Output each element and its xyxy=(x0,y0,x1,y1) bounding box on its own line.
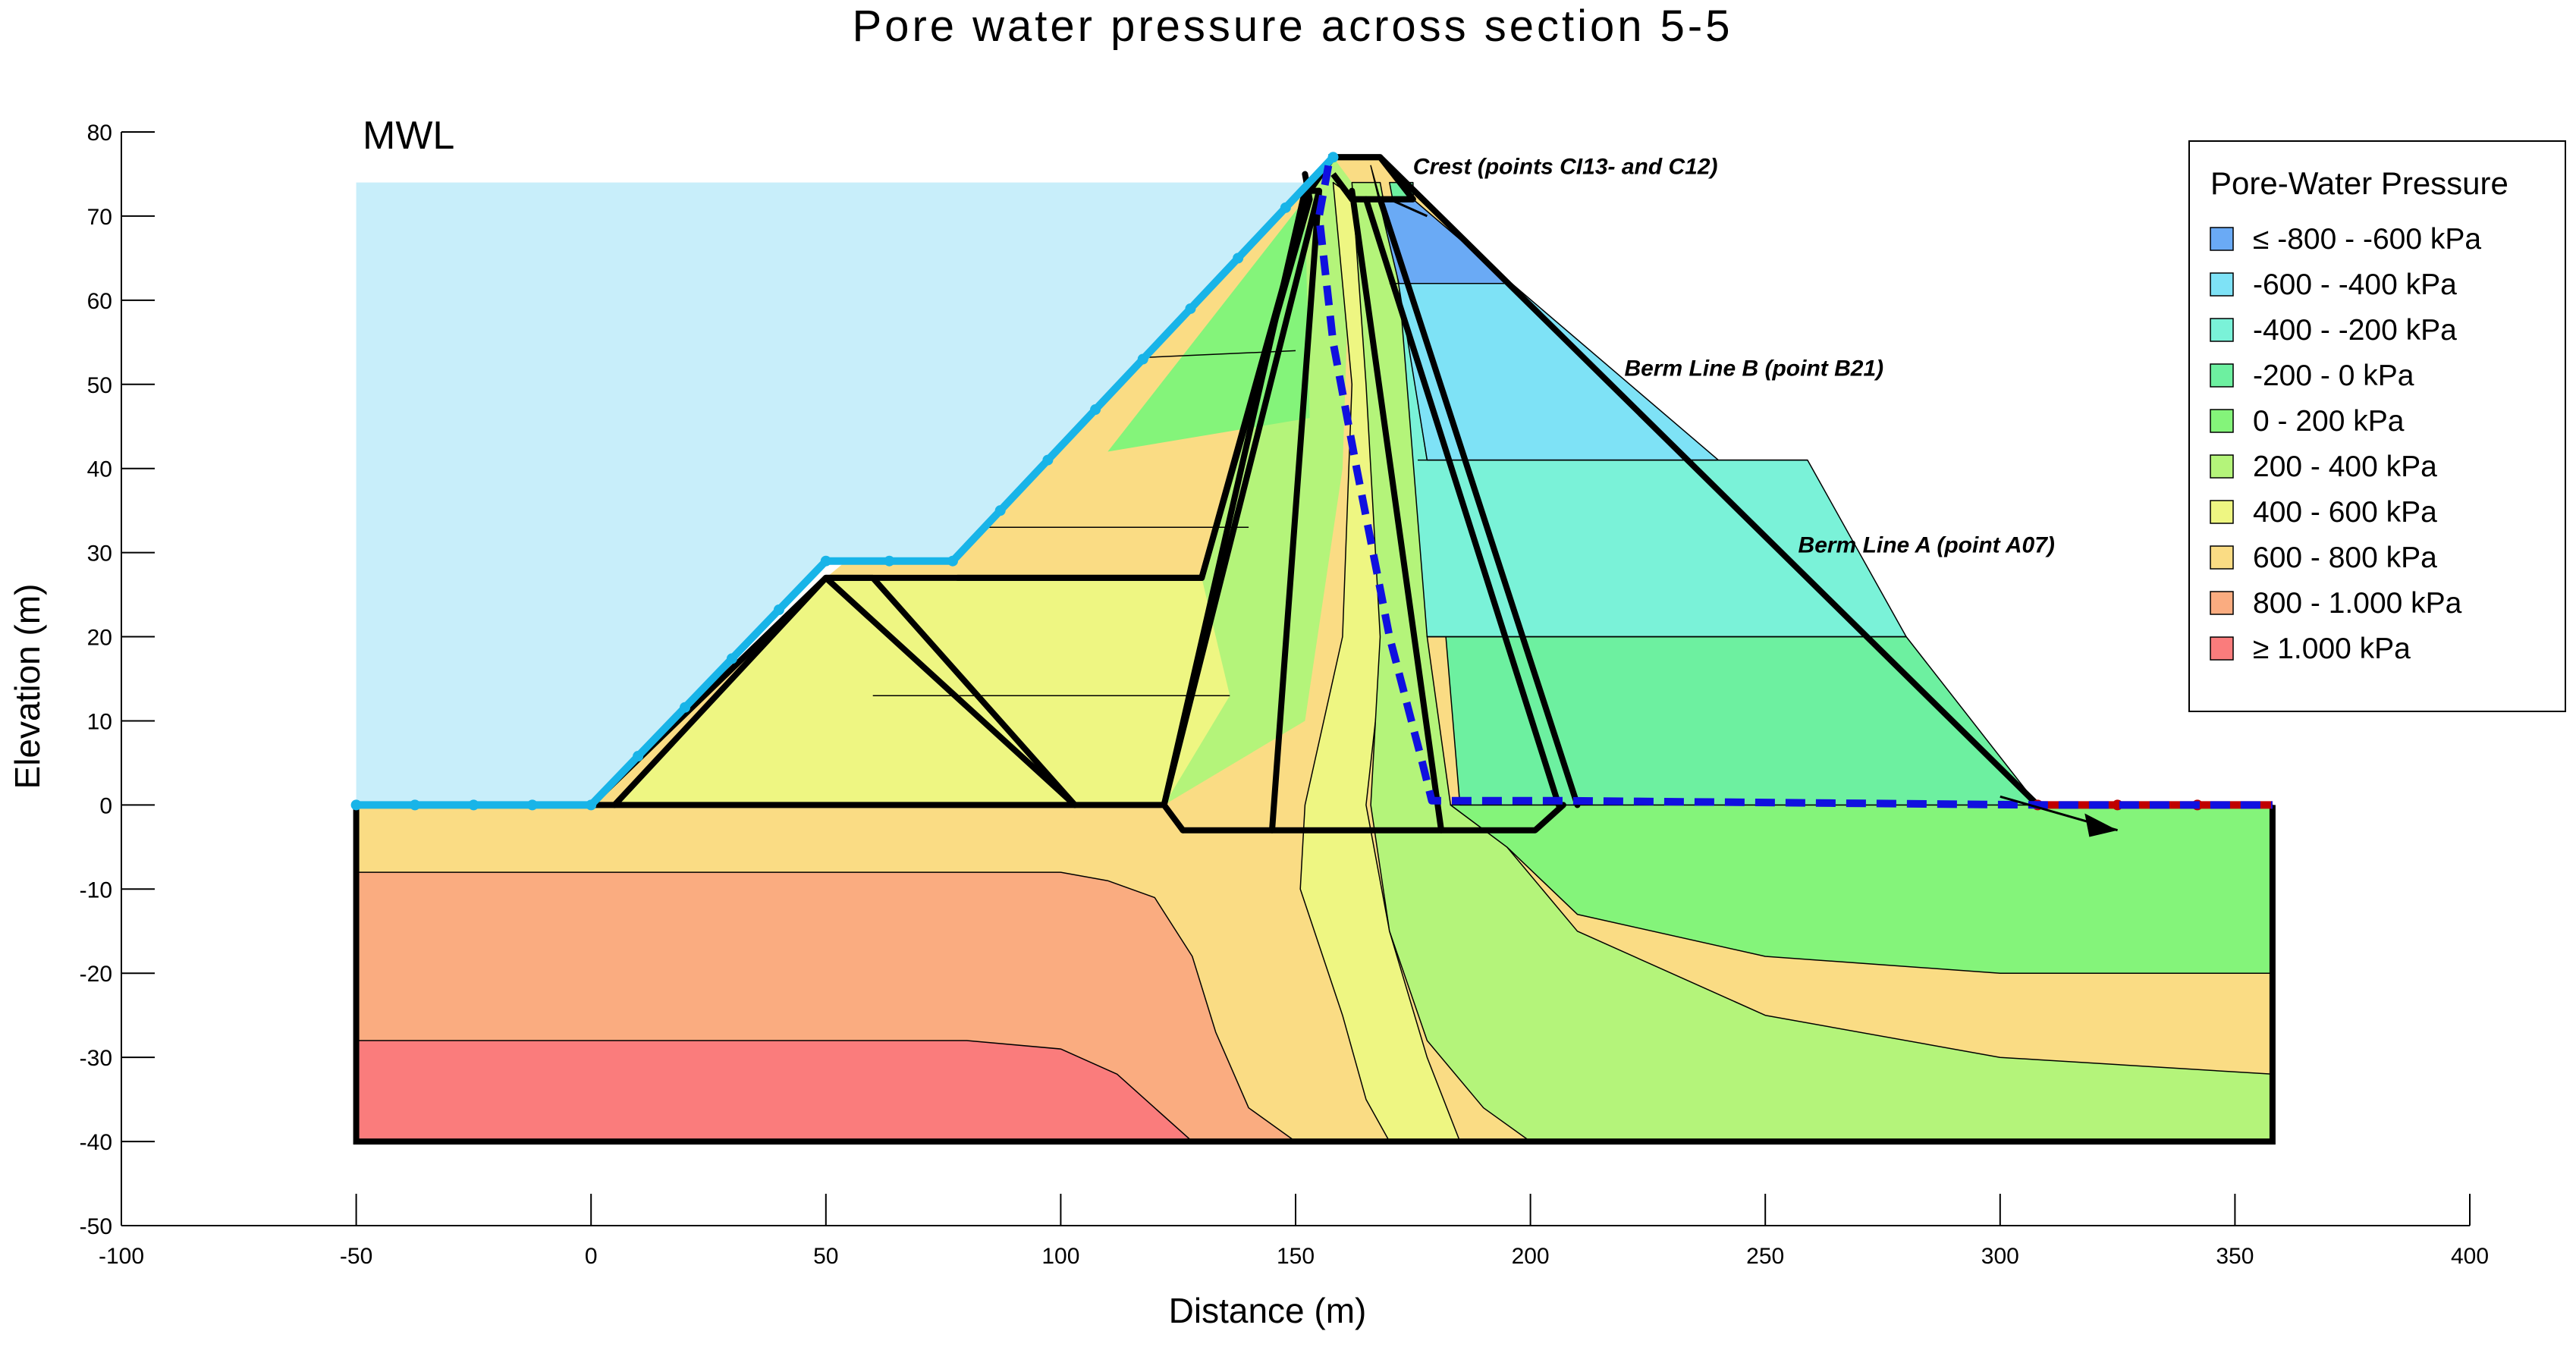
legend-swatch xyxy=(2210,318,2234,342)
legend-entry-label: -200 - 0 kPa xyxy=(2253,359,2414,392)
x-tick-label: 350 xyxy=(2216,1244,2254,1269)
x-tick-label: 250 xyxy=(1746,1244,1784,1269)
boundary-node xyxy=(526,799,538,811)
zone-outline-7 xyxy=(1349,187,1444,834)
legend-entry-label: 400 - 600 kPa xyxy=(2253,496,2437,529)
boundary-node xyxy=(773,604,784,616)
y-axis-title: Elevation (m) xyxy=(8,584,47,790)
legend-entry-label: -400 - -200 kPa xyxy=(2253,314,2457,347)
chart-title: Pore water pressure across section 5-5 xyxy=(853,2,1733,51)
boundary-node xyxy=(820,555,831,567)
x-tick-label: 400 xyxy=(2451,1244,2489,1269)
x-axis-title: Distance (m) xyxy=(1169,1291,1367,1330)
legend-entry-label: 0 - 200 kPa xyxy=(2253,405,2405,438)
legend-entry-label: -600 - -400 kPa xyxy=(2253,268,2457,301)
y-tick-label: 80 xyxy=(87,121,112,146)
y-tick-label: -40 xyxy=(80,1130,112,1155)
legend-swatch xyxy=(2210,545,2234,570)
x-tick-label: -100 xyxy=(99,1244,144,1269)
x-tick-label: 0 xyxy=(585,1244,598,1269)
y-tick-label: 30 xyxy=(87,542,112,567)
contour-band-2 xyxy=(355,1040,1193,1142)
flow-arrow xyxy=(1389,198,1428,218)
boundary-node xyxy=(1042,454,1054,466)
boundary-node xyxy=(1090,404,1101,416)
model-domain-outline xyxy=(353,805,2276,1145)
boundary-node xyxy=(1233,253,1244,264)
boundary-node xyxy=(1280,202,1291,213)
x-tick-label: 100 xyxy=(1041,1244,1079,1269)
legend-entry-label: 200 - 400 kPa xyxy=(2253,451,2437,483)
boundary-node xyxy=(350,799,362,811)
reservoir-level-label: MWL xyxy=(363,114,454,158)
boundary-node xyxy=(633,751,644,762)
zone-outline-9 xyxy=(1377,196,1581,808)
annotation-3: Berm Line A (point A07) xyxy=(1798,533,2055,558)
boundary-node xyxy=(726,653,737,664)
y-tick-label: 10 xyxy=(87,709,112,734)
legend-entry-label: 800 - 1.000 kPa xyxy=(2253,587,2462,620)
legend-title: Pore-Water Pressure xyxy=(2210,165,2508,201)
x-tick-label: 200 xyxy=(1512,1244,1550,1269)
boundary-node xyxy=(884,555,895,567)
boundary-node xyxy=(468,799,479,811)
reservoir-water xyxy=(356,182,1315,805)
boundary-node xyxy=(586,799,597,811)
y-tick-label: -50 xyxy=(80,1214,112,1239)
legend-swatch xyxy=(2210,591,2234,615)
y-tick-label: -10 xyxy=(80,878,112,903)
contour-bands xyxy=(355,157,2273,1142)
legend-swatch xyxy=(2210,227,2234,251)
y-tick-label: 70 xyxy=(87,205,112,230)
legend-swatch xyxy=(2210,272,2234,297)
y-tick-label: -30 xyxy=(80,1046,112,1071)
legend-entry-label: ≤ -800 - -600 kPa xyxy=(2253,223,2481,256)
phreatic-line xyxy=(1315,165,2273,809)
zone-outline-3 xyxy=(822,574,1078,808)
y-tick-label: 0 xyxy=(99,793,112,818)
boundary-node xyxy=(1327,152,1339,163)
crest-outline xyxy=(1328,154,1416,202)
boundary-node xyxy=(947,555,958,567)
boundary-node xyxy=(1137,353,1148,365)
boundary-node xyxy=(1185,303,1196,314)
zone-outline-11 xyxy=(1180,802,1566,834)
legend-swatch xyxy=(2210,500,2234,524)
y-tick-label: 50 xyxy=(87,373,112,398)
boundary-lines xyxy=(350,152,2273,837)
y-tick-label: 20 xyxy=(87,626,112,651)
x-tick-label: 300 xyxy=(1981,1244,2019,1269)
x-tick-label: 150 xyxy=(1277,1244,1315,1269)
boundary-node xyxy=(680,702,691,713)
contour-band-upstream-lower xyxy=(614,577,1230,805)
annotation-1: Crest (points CI13- and C12) xyxy=(1413,154,1718,179)
legend-swatch xyxy=(2210,409,2234,433)
zone-outline-8 xyxy=(1362,196,1562,808)
flow-arrow-head xyxy=(2084,813,2118,837)
annotations: Crest (points CI13- and C12) Berm Line B … xyxy=(1413,154,2055,557)
y-tick-label: -20 xyxy=(80,962,112,987)
legend-swatch xyxy=(2210,363,2234,388)
legend-swatch xyxy=(2210,454,2234,479)
embankment-zones xyxy=(353,154,2276,1145)
annotation-2: Berm Line B (point B21) xyxy=(1624,356,1883,381)
boundary-node xyxy=(410,799,420,811)
y-tick-label: 40 xyxy=(87,457,112,482)
legend: Pore-Water Pressure ≤ -800 - -600 kPa -600… xyxy=(2188,140,2566,712)
zone-outline-6 xyxy=(1161,187,1322,834)
reservoir xyxy=(356,182,1315,805)
legend-entry-label: ≥ 1.000 kPa xyxy=(2253,633,2411,665)
legend-entry-label: 600 - 800 kPa xyxy=(2253,542,2437,574)
legend-box xyxy=(2188,140,2566,712)
x-tick-label: 50 xyxy=(813,1244,838,1269)
legend-swatch xyxy=(2210,636,2234,661)
y-tick-label: 60 xyxy=(87,289,112,314)
boundary-node xyxy=(994,505,1006,516)
x-tick-label: -50 xyxy=(340,1244,372,1269)
